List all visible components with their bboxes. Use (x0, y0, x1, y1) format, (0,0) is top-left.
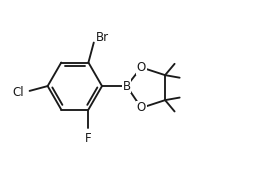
Text: O: O (137, 61, 146, 74)
Text: Cl: Cl (13, 86, 24, 99)
Text: O: O (137, 101, 146, 114)
Text: B: B (123, 80, 131, 93)
Text: Br: Br (96, 31, 109, 44)
Text: F: F (85, 132, 92, 145)
